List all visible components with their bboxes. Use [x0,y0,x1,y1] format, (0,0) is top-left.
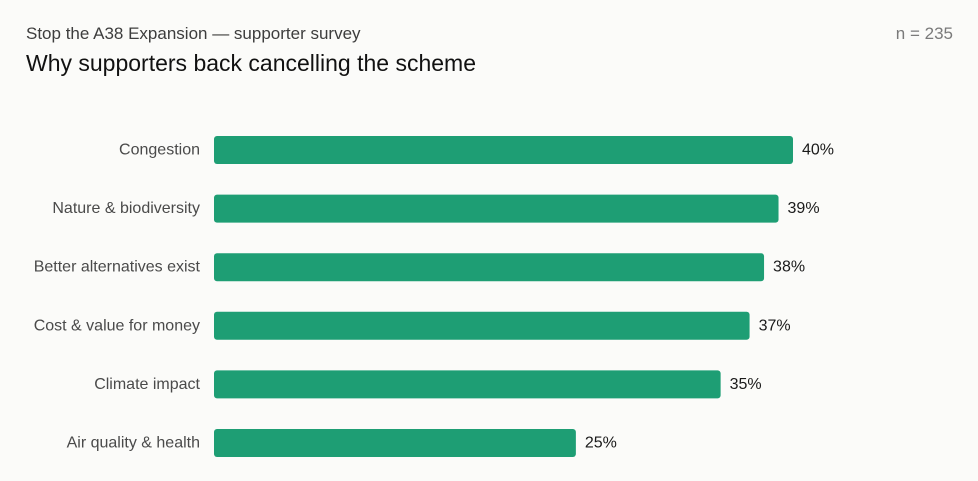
bar [214,429,576,457]
bar [214,311,750,340]
bar [214,136,793,164]
category-label: Better alternatives exist [34,259,201,276]
category-label: Nature & biodiversity [52,200,200,217]
value-label: 39% [788,200,820,217]
bar [214,253,765,282]
value-label: 37% [759,317,791,334]
category-label: Cost & value for money [34,317,200,334]
value-label: 25% [585,435,617,452]
category-label: Congestion [119,142,200,159]
chart-subtitle: Stop the A38 Expansion — supporter surve… [26,24,361,43]
bar [214,370,721,399]
chart-header: Stop the A38 Expansion — supporter surve… [0,0,978,90]
value-label: 35% [730,376,762,393]
value-label: 38% [773,259,805,276]
category-label: Climate impact [94,376,200,393]
sample-size: n = 235 [895,24,953,43]
bar [214,194,779,223]
category-label: Air quality & health [67,435,200,452]
value-label: 40% [802,142,834,159]
chart-title: Why supporters back cancelling the schem… [26,50,476,76]
